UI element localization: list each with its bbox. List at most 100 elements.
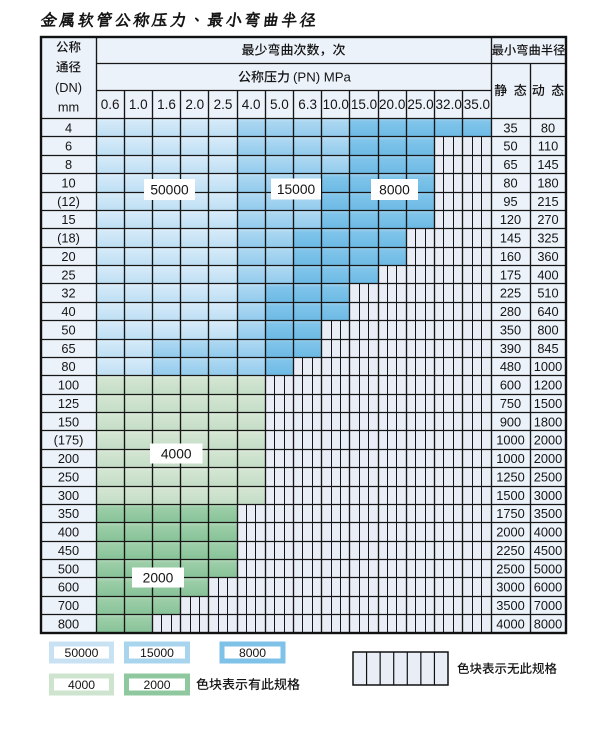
svg-text:1750: 1750 [496,506,524,521]
svg-text:10.0: 10.0 [323,97,349,112]
svg-text:2.5: 2.5 [214,97,233,112]
svg-text:150: 150 [58,414,79,429]
svg-text:80: 80 [541,120,555,135]
svg-text:25.0: 25.0 [407,97,433,112]
svg-text:35.0: 35.0 [464,97,490,112]
svg-text:2.0: 2.0 [185,97,204,112]
svg-text:1.6: 1.6 [157,97,176,112]
svg-text:200: 200 [58,451,79,466]
svg-text:175: 175 [500,267,521,282]
svg-text:700: 700 [58,598,79,613]
svg-text:(18): (18) [57,231,80,246]
svg-text:50: 50 [61,322,75,337]
svg-text:600: 600 [500,378,521,393]
svg-text:2500: 2500 [534,469,562,484]
svg-text:32.0: 32.0 [436,97,462,112]
svg-text:3500: 3500 [534,506,562,521]
svg-text:80: 80 [61,359,75,374]
svg-text:640: 640 [537,304,558,319]
svg-text:95: 95 [503,194,517,209]
svg-text:20: 20 [61,249,75,264]
svg-text:35: 35 [503,120,517,135]
svg-text:400: 400 [537,267,558,282]
svg-text:450: 450 [58,543,79,558]
svg-text:4.0: 4.0 [242,97,261,112]
svg-text:390: 390 [500,341,521,356]
svg-text:800: 800 [537,322,558,337]
svg-text:360: 360 [537,249,558,264]
svg-text:2000: 2000 [496,525,524,540]
svg-text:2500: 2500 [496,561,524,576]
svg-text:750: 750 [500,396,521,411]
svg-text:6: 6 [65,139,72,154]
svg-text:100: 100 [58,378,79,393]
svg-text:1200: 1200 [534,378,562,393]
svg-text:480: 480 [500,359,521,374]
svg-text:4: 4 [65,120,72,135]
svg-text:3000: 3000 [496,580,524,595]
svg-text:110: 110 [538,139,558,154]
svg-text:2000: 2000 [143,570,174,585]
svg-text:7000: 7000 [534,598,562,613]
svg-text:3000: 3000 [534,488,562,503]
svg-text:0.6: 0.6 [101,97,120,112]
svg-text:15000: 15000 [277,182,316,197]
svg-text:400: 400 [58,525,79,540]
svg-text:180: 180 [537,175,558,190]
svg-text:1.0: 1.0 [129,97,148,112]
svg-text:5.0: 5.0 [270,97,289,112]
svg-text:5000: 5000 [534,561,562,576]
svg-text:4500: 4500 [534,543,562,558]
svg-text:15000: 15000 [140,646,174,660]
svg-text:20.0: 20.0 [379,97,405,112]
svg-text:270: 270 [537,212,558,227]
svg-text:145: 145 [500,231,521,246]
svg-text:(DN): (DN) [55,80,82,95]
svg-text:2250: 2250 [496,543,524,558]
svg-text:65: 65 [61,341,75,356]
svg-text:2000: 2000 [534,451,562,466]
svg-text:120: 120 [500,212,521,227]
svg-text:6.3: 6.3 [298,97,317,112]
svg-text:500: 500 [58,561,79,576]
svg-text:4000: 4000 [496,616,524,631]
svg-text:4000: 4000 [161,446,192,461]
svg-text:40: 40 [61,304,75,319]
svg-text:2000: 2000 [143,678,170,692]
svg-text:8000: 8000 [534,616,562,631]
svg-text:1000: 1000 [496,451,524,466]
svg-text:4000: 4000 [534,525,562,540]
svg-text:65: 65 [503,157,517,172]
svg-text:145: 145 [537,157,558,172]
svg-text:2000: 2000 [534,433,562,448]
svg-text:215: 215 [537,194,558,209]
svg-text:350: 350 [58,506,79,521]
svg-text:845: 845 [537,341,558,356]
svg-text:15: 15 [61,212,75,227]
svg-text:325: 325 [537,231,558,246]
svg-text:32: 32 [61,286,75,301]
svg-text:1800: 1800 [534,414,562,429]
svg-text:600: 600 [58,580,79,595]
svg-text:1250: 1250 [496,469,524,484]
svg-text:160: 160 [500,249,521,264]
svg-text:225: 225 [500,286,521,301]
svg-text:mm: mm [58,100,79,115]
svg-text:800: 800 [58,616,79,631]
svg-text:(175): (175) [54,433,84,448]
svg-text:4000: 4000 [68,678,95,692]
svg-text:125: 125 [58,396,79,411]
svg-text:8000: 8000 [239,646,266,660]
svg-text:15.0: 15.0 [351,97,377,112]
svg-text:1500: 1500 [534,396,562,411]
svg-text:8: 8 [65,157,72,172]
svg-text:10: 10 [61,175,75,190]
svg-text:(PN) MPa: (PN) MPa [293,70,352,85]
svg-text:(12): (12) [57,194,80,209]
svg-text:900: 900 [500,414,521,429]
svg-text:1500: 1500 [496,488,524,503]
svg-text:1000: 1000 [534,359,562,374]
svg-text:50: 50 [503,139,517,154]
svg-text:1000: 1000 [496,433,524,448]
svg-text:300: 300 [58,488,79,503]
